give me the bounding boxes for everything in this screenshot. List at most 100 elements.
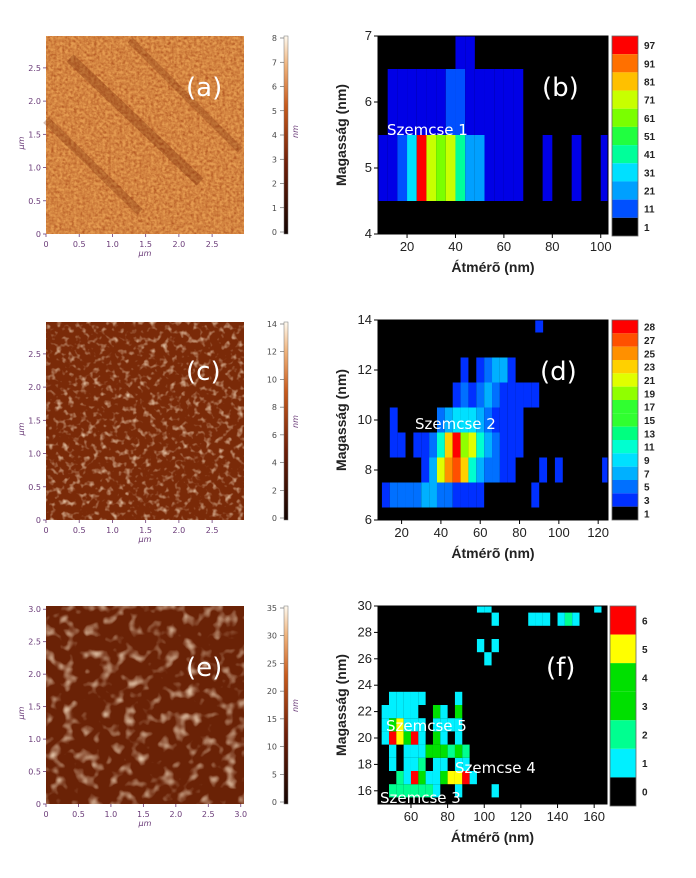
- colorbar-frame: [611, 319, 639, 521]
- heatmap-cell: [494, 135, 504, 201]
- colorbar-swatch: [612, 199, 638, 218]
- grain-label: Szemcse 1: [387, 121, 468, 139]
- heatmap-cell: [432, 718, 441, 732]
- x-tick-label: 1.5: [139, 526, 152, 535]
- heatmap-cell: [503, 135, 514, 201]
- y-tick-label: 30: [358, 598, 372, 613]
- y-tick-label: 1.5: [28, 703, 41, 712]
- heatmap-cell: [410, 784, 419, 798]
- heatmap-cell: [515, 432, 524, 458]
- x-tick-label: 100: [548, 525, 570, 540]
- heatmap-cell: [436, 69, 446, 135]
- colorbar-swatch: [610, 691, 636, 721]
- heatmap-cell: [465, 135, 475, 201]
- heatmap-cell: [454, 771, 463, 785]
- colorbar-swatch: [612, 480, 638, 494]
- colorbar-swatch: [612, 145, 638, 164]
- colorbar-swatch: [610, 777, 636, 806]
- colorbar-tick-label: 1: [644, 223, 650, 234]
- y-tick-label: 14: [358, 312, 372, 327]
- heatmap-cell: [602, 457, 608, 483]
- heatmap-cell: [403, 718, 411, 732]
- y-tick-label: 2.0: [28, 383, 41, 392]
- heatmap-cell: [426, 69, 437, 135]
- heatmap-cell: [429, 482, 437, 508]
- x-tick-label: 120: [510, 809, 532, 824]
- heatmap-cell: [491, 612, 499, 626]
- heatmap-cell: [445, 135, 456, 201]
- heatmap-cell: [499, 407, 508, 433]
- x-tick-label: 2.5: [206, 240, 219, 249]
- heatmap-cell: [436, 135, 446, 201]
- y-unit-label: μm: [17, 136, 26, 150]
- heatmap-cell: [403, 744, 411, 758]
- afm-colorbar-ticks-e: 0 5 10 15 20 25 30 35: [267, 604, 284, 807]
- y-tick-label: 0: [36, 800, 41, 809]
- heatmap-cell: [468, 482, 477, 508]
- heatmap-cell: [507, 457, 516, 483]
- heatmap-cell: [418, 731, 426, 745]
- heatmap-cell: [455, 135, 466, 201]
- x-tick-label: 80: [512, 525, 526, 540]
- colorbar-tick-label: 2: [272, 180, 277, 189]
- y-tick-label: 28: [358, 624, 372, 639]
- heatmap-cell: [468, 457, 477, 483]
- heatmap-cell: [413, 432, 422, 458]
- colorbar-swatch: [610, 634, 636, 664]
- colorbar-tick-label: 5: [272, 107, 277, 116]
- x-tick-label: 40: [434, 525, 448, 540]
- heatmap-cell: [397, 482, 406, 508]
- x-tick-label: 40: [448, 239, 462, 254]
- heatmap-cell: [484, 69, 495, 135]
- y-tick-label: 5: [365, 160, 372, 175]
- colorbar-tick-label: 4: [642, 673, 648, 684]
- heatmap-cell: [452, 382, 461, 408]
- colorbar-tick-label: 12: [267, 348, 277, 357]
- colorbar-tick-label: 28: [644, 323, 656, 334]
- y-tick-label: 12: [358, 362, 372, 377]
- heatmap-cell: [454, 757, 463, 771]
- heatmap-cell: [571, 168, 582, 201]
- heatmap-cell: [436, 432, 445, 458]
- heatmap-cell: [515, 382, 524, 408]
- heatmap-cell: [452, 457, 461, 483]
- heatmap-cell: [444, 457, 453, 483]
- x-tick-label: 2.5: [202, 810, 215, 819]
- colorbar-tick-label: 10: [267, 375, 277, 384]
- heatmap-cell: [455, 36, 466, 69]
- heatmap-cell: [499, 382, 508, 408]
- heatmap-cell: [465, 69, 475, 135]
- colorbar-tick-label: 25: [267, 659, 277, 668]
- heatmap-cell: [440, 731, 448, 745]
- heatmap-cell: [436, 407, 445, 433]
- afm-stripe-a3: [127, 37, 243, 153]
- y-tick-label: 16: [358, 783, 372, 798]
- afm-colorbar-a: [283, 35, 289, 235]
- heatmap-cell: [476, 407, 485, 433]
- y-tick-label: 8: [365, 462, 372, 477]
- heatmap-cell: [396, 784, 404, 798]
- x-tick-label: 60: [404, 809, 418, 824]
- y-unit-label: μm: [17, 422, 26, 436]
- heatmap-cell: [418, 784, 426, 798]
- heatmap-cell: [418, 691, 426, 705]
- panel-label: (d): [540, 357, 577, 387]
- colorbar-swatch: [612, 386, 638, 400]
- heatmap-cell: [396, 718, 404, 732]
- x-tick-label: 120: [587, 525, 609, 540]
- colorbar-tick-label: 19: [644, 389, 656, 400]
- colorbar-tick-label: 3: [272, 155, 277, 164]
- colorbar-tick-label: 17: [644, 403, 656, 414]
- heatmap-cell: [491, 784, 499, 798]
- panel-label-e: (e): [186, 653, 222, 683]
- heatmap-cell: [410, 718, 419, 732]
- afm-panel-e: (e) 0 0.5 1.0 1.5 2.0 2.5 3.0 0 0.5 1.0 1.5 2.0 2.5 3…: [17, 604, 300, 828]
- heatmap-cell: [484, 407, 493, 433]
- colorbar-tick-label: 15: [644, 416, 656, 427]
- heatmap-cell: [388, 784, 397, 798]
- heatmap-cell: [476, 482, 485, 508]
- colorbar-swatch: [610, 606, 636, 635]
- colorbar-swatch: [612, 373, 638, 387]
- heatmap-cell: [444, 407, 453, 433]
- afm-colorbar-ticks-a: 0 1 2 3 4 5 6 7 8: [272, 34, 284, 237]
